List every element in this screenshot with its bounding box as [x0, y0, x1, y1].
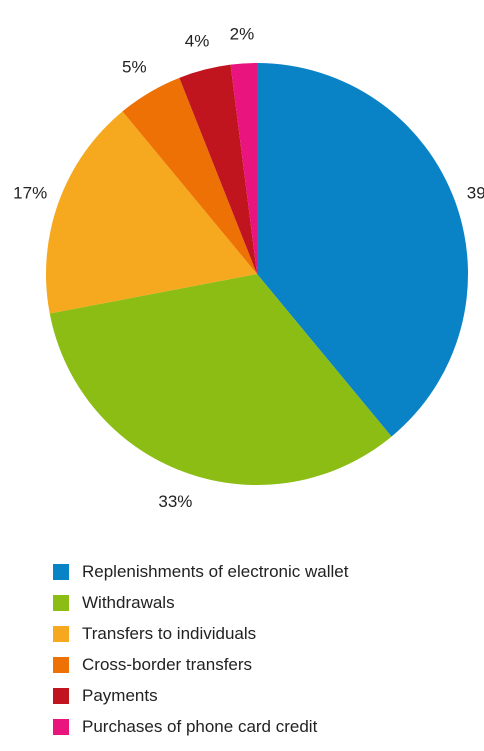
legend-label: Payments	[82, 685, 158, 705]
legend-swatch	[53, 687, 69, 704]
pie-slice-0	[257, 63, 469, 437]
legend-swatch	[53, 625, 69, 642]
pie-slice-2	[46, 111, 257, 314]
chart-legend: Replenishments of electronic wallet Withd…	[53, 556, 348, 742]
legend-label: Replenishments of electronic wallet	[82, 561, 349, 581]
legend-label: Cross-border transfers	[82, 654, 253, 674]
legend-swatch	[53, 656, 69, 673]
legend-label: Transfers to individuals	[82, 623, 257, 643]
legend-swatch	[53, 718, 69, 735]
slice-value-label-1: 33%	[158, 492, 192, 511]
legend-item: Payments	[53, 680, 348, 711]
legend-item: Purchases of phone card credit	[53, 711, 348, 742]
slice-value-label-2: 17%	[13, 183, 47, 202]
slice-value-label-5: 2%	[230, 25, 255, 44]
legend-label: Purchases of phone card credit	[82, 716, 318, 736]
slice-value-label-0: 39%	[467, 183, 484, 202]
slice-value-label-3: 5%	[122, 58, 147, 77]
legend-item: Withdrawals	[53, 587, 348, 618]
legend-label: Withdrawals	[82, 592, 175, 612]
legend-item: Cross-border transfers	[53, 649, 348, 680]
slice-value-label-4: 4%	[185, 32, 210, 51]
pie-plot-area: 39% 33% 17% 5% 4% 2%	[13, 25, 484, 511]
legend-item: Transfers to individuals	[53, 618, 348, 649]
legend-swatch	[53, 563, 69, 580]
legend-swatch	[53, 594, 69, 611]
pie-slice-4	[179, 64, 257, 274]
pie-slice-1	[49, 274, 392, 486]
legend-item: Replenishments of electronic wallet	[53, 556, 348, 587]
pie-slice-5	[230, 63, 257, 274]
pie-slice-3	[122, 77, 257, 274]
